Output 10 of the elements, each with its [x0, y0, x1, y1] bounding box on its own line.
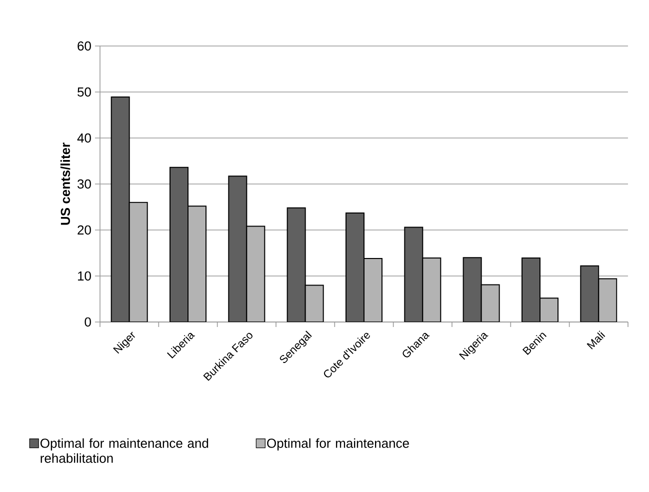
- y-tick-label: 10: [78, 271, 91, 281]
- y-tick-label: 60: [78, 41, 91, 51]
- legend-label: Optimal for maintenance and rehabilitation: [40, 438, 208, 463]
- y-tick-label: 0: [84, 317, 91, 327]
- y-axis-title: US cents/liter: [60, 142, 70, 225]
- y-tick-label: 50: [78, 87, 91, 97]
- y-tick-label: 20: [78, 225, 91, 235]
- y-tick-label: 30: [78, 179, 91, 189]
- y-tick-label: 40: [77, 133, 91, 143]
- legend-label: Optimal for maintenance: [267, 438, 409, 450]
